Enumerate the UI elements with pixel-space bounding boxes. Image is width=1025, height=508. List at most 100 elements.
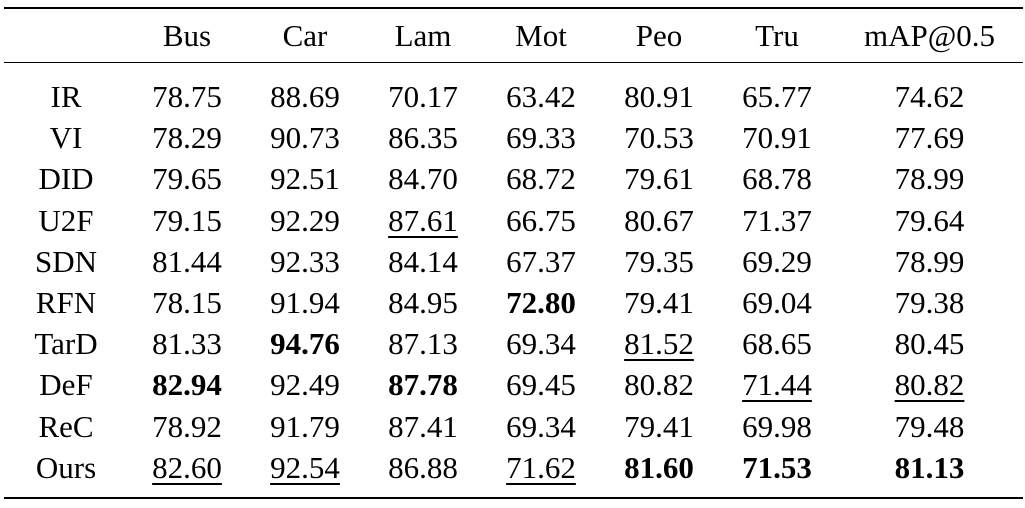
cell-text: IR <box>50 79 82 114</box>
cell-text: 63.42 <box>506 79 576 114</box>
cell-text: 94.76 <box>270 326 340 362</box>
value-cell: 65.77 <box>718 63 836 118</box>
cell-text: Lam <box>394 17 452 53</box>
cell-text: Car <box>282 17 328 53</box>
value-cell: 81.44 <box>128 241 246 282</box>
value-cell: 70.17 <box>364 63 482 118</box>
cell-text: 92.54 <box>270 449 340 485</box>
row-label: ReC <box>4 406 128 447</box>
cell-text: 78.92 <box>152 408 222 444</box>
cell-text: 81.60 <box>624 449 694 485</box>
value-cell: 92.54 <box>246 447 364 498</box>
table-row: DID 79.65 92.51 84.70 68.72 79.61 68.78 78.99 <box>4 158 1023 199</box>
value-cell: 86.88 <box>364 447 482 498</box>
value-cell: 72.80 <box>482 282 600 323</box>
value-cell: 92.29 <box>246 200 364 241</box>
column-header: Peo <box>600 8 718 63</box>
value-cell: 79.41 <box>600 282 718 323</box>
table-row: ReC 78.92 91.79 87.41 69.34 79.41 69.98 79.48 <box>4 406 1023 447</box>
cell-text: 87.41 <box>388 408 458 444</box>
table-row: Ours 82.60 92.54 86.88 71.62 81.60 71.53 81.13 <box>4 447 1023 499</box>
value-cell: 86.35 <box>364 117 482 158</box>
value-cell: 91.79 <box>246 406 364 447</box>
value-cell: 66.75 <box>482 200 600 241</box>
row-label: DID <box>4 158 128 199</box>
cell-text: 87.61 <box>388 202 458 238</box>
cell-text: 91.79 <box>270 408 340 444</box>
cell-text: 79.48 <box>894 408 965 444</box>
value-cell: 70.53 <box>600 117 718 158</box>
value-cell: 78.15 <box>128 282 246 323</box>
cell-text: 65.77 <box>742 79 812 114</box>
value-cell: 71.53 <box>718 447 836 498</box>
cell-text: 71.53 <box>742 449 812 485</box>
column-header: Car <box>246 8 364 63</box>
cell-text: 81.44 <box>152 243 222 279</box>
value-cell: 91.94 <box>246 282 364 323</box>
cell-text: 66.75 <box>506 202 576 238</box>
cell-text: 79.35 <box>624 243 694 279</box>
value-cell: 79.15 <box>128 200 246 241</box>
cell-text: 69.98 <box>742 408 812 444</box>
cell-text: Mot <box>515 17 567 53</box>
value-cell: 78.99 <box>836 158 1023 199</box>
value-cell: 87.78 <box>364 364 482 405</box>
value-cell: 87.13 <box>364 323 482 364</box>
value-cell: 63.42 <box>482 63 600 118</box>
cell-text: 80.91 <box>624 79 694 114</box>
value-cell: 77.69 <box>836 117 1023 158</box>
cell-text: mAP@0.5 <box>863 17 996 53</box>
cell-text: 81.13 <box>894 449 965 485</box>
row-label: VI <box>4 117 128 158</box>
value-cell: 92.33 <box>246 241 364 282</box>
cell-text: DeF <box>39 367 93 403</box>
row-label: TarD <box>4 323 128 364</box>
row-label: RFN <box>4 282 128 323</box>
cell-text: Peo <box>635 17 683 53</box>
value-cell: 69.34 <box>482 406 600 447</box>
cell-text: 69.33 <box>506 120 576 156</box>
value-cell: 82.94 <box>128 364 246 405</box>
cell-text: 67.37 <box>506 243 576 279</box>
table-row: TarD 81.33 94.76 87.13 69.34 81.52 68.65 80.45 <box>4 323 1023 364</box>
value-cell: 71.44 <box>718 364 836 405</box>
cell-text: 80.67 <box>624 202 694 238</box>
value-cell: 84.70 <box>364 158 482 199</box>
value-cell: 82.60 <box>128 447 246 498</box>
value-cell: 87.61 <box>364 200 482 241</box>
value-cell: 87.41 <box>364 406 482 447</box>
value-cell: 71.62 <box>482 447 600 498</box>
value-cell: 80.45 <box>836 323 1023 364</box>
value-cell: 67.37 <box>482 241 600 282</box>
cell-text: 69.29 <box>742 243 812 279</box>
cell-text: 80.82 <box>624 367 694 403</box>
value-cell: 69.04 <box>718 282 836 323</box>
cell-text: 84.95 <box>388 285 458 321</box>
value-cell: 69.98 <box>718 406 836 447</box>
cell-text: 71.37 <box>742 202 812 238</box>
cell-text: 69.34 <box>506 326 576 362</box>
row-label: DeF <box>4 364 128 405</box>
cell-text: SDN <box>34 243 97 279</box>
cell-text: 69.04 <box>742 285 812 321</box>
cell-text: 71.44 <box>742 367 812 403</box>
column-header: Tru <box>718 8 836 63</box>
value-cell: 79.65 <box>128 158 246 199</box>
cell-text: 92.51 <box>270 161 340 197</box>
cell-text: Ours <box>35 449 97 485</box>
cell-text: 81.33 <box>152 326 222 362</box>
value-cell: 80.82 <box>600 364 718 405</box>
cell-text: U2F <box>38 202 94 238</box>
cell-text: 82.60 <box>152 449 222 485</box>
corner-cell <box>4 8 128 63</box>
row-label: IR <box>4 63 128 118</box>
value-cell: 79.64 <box>836 200 1023 241</box>
cell-text: DID <box>38 161 94 197</box>
value-cell: 79.41 <box>600 406 718 447</box>
cell-text: RFN <box>35 285 97 321</box>
cell-text: 87.78 <box>388 367 458 403</box>
cell-text: 78.99 <box>894 243 965 279</box>
value-cell: 78.29 <box>128 117 246 158</box>
value-cell: 94.76 <box>246 323 364 364</box>
cell-text: 82.94 <box>152 367 222 403</box>
